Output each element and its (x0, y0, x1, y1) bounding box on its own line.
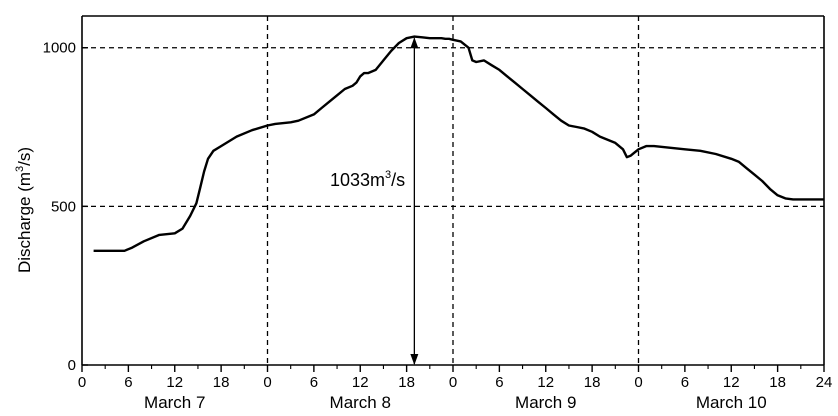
annotation-layer (410, 37, 419, 365)
x-tick-label: 12 (723, 374, 740, 391)
x-tick-label: 18 (584, 374, 601, 391)
day-label: March 10 (696, 393, 767, 412)
x-tick-label: 0 (634, 374, 642, 391)
day-label: March 7 (144, 393, 205, 412)
series-layer (93, 35, 824, 252)
peak-arrow-head-top (410, 37, 419, 49)
x-tick-label: 18 (769, 374, 786, 391)
x-tick-label: 12 (166, 374, 183, 391)
y-tick-label: 500 (51, 198, 76, 215)
y-axis-title: Discharge (m3/s) (14, 147, 34, 273)
discharge-series-line (93, 35, 824, 252)
y-ticks: 0 500 1000 (43, 40, 88, 374)
y-tick-label: 1000 (43, 40, 76, 57)
day-label: March 9 (515, 393, 576, 412)
x-tick-label: 12 (537, 374, 554, 391)
x-tick-label: 0 (263, 374, 271, 391)
x-tick-label: 0 (449, 374, 457, 391)
x-tick-label: 24 (816, 374, 833, 391)
x-ticks: 0 6 12 18 0 6 12 18 0 6 12 18 0 6 12 18 24 (78, 365, 833, 391)
day-label: March 8 (330, 393, 391, 412)
x-tick-label: 6 (681, 374, 689, 391)
y-tick-label: 0 (68, 357, 76, 374)
grid-lines (82, 16, 824, 365)
day-labels: March 7 March 8 March 9 March 10 (144, 393, 767, 412)
x-tick-label: 18 (398, 374, 415, 391)
peak-annotation-label: 1033m3/s (330, 169, 405, 190)
x-tick-label: 6 (495, 374, 503, 391)
x-tick-label: 12 (352, 374, 369, 391)
x-tick-label: 6 (124, 374, 132, 391)
x-tick-label: 0 (78, 374, 86, 391)
x-tick-label: 6 (310, 374, 318, 391)
x-tick-label: 18 (213, 374, 230, 391)
peak-arrow-head-bottom (410, 354, 419, 365)
